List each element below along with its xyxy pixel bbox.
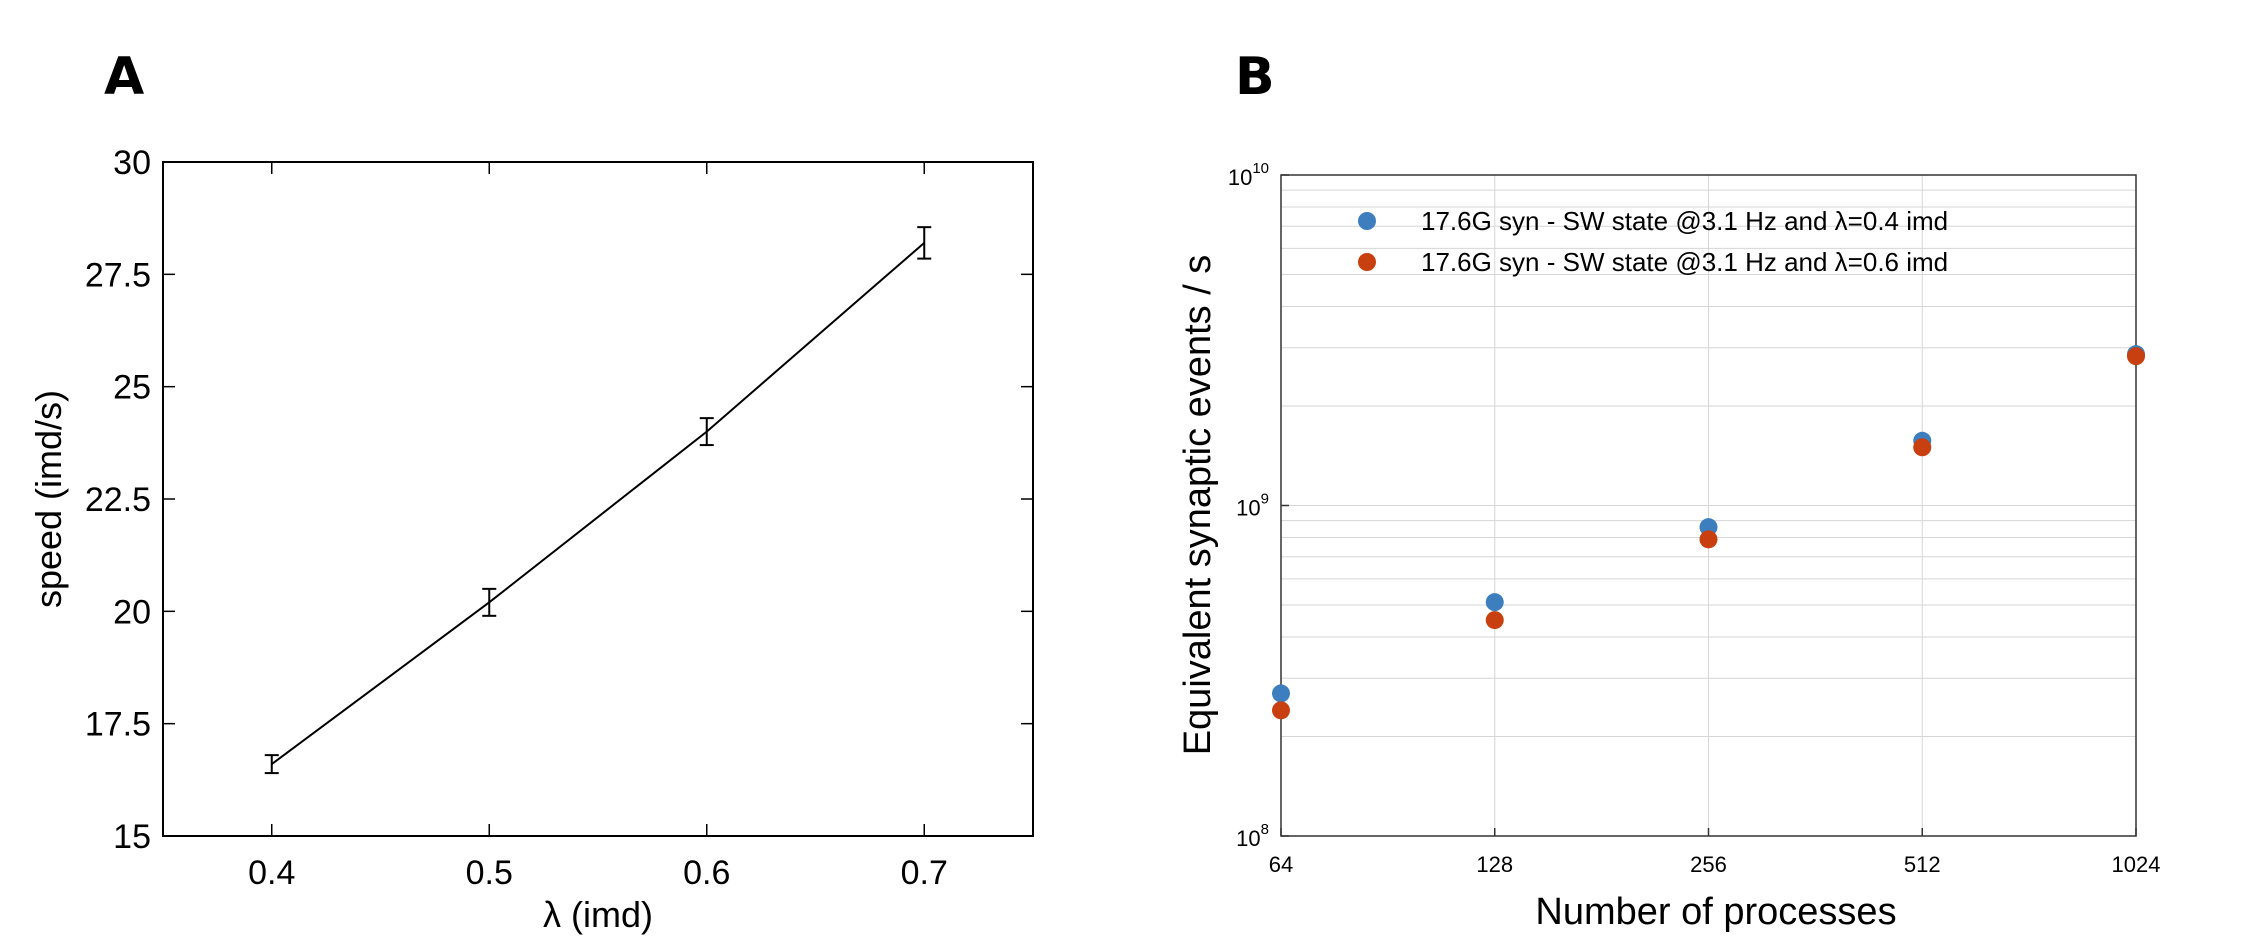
chart-a-frame [162, 161, 1034, 837]
chart-b-point-series-1 [1485, 593, 1504, 612]
chart-a-error-bar [699, 417, 714, 447]
chart-b-y-ticks: 108 109 1010 [1228, 160, 1289, 851]
chart-a-y-label: speed (imd/s) [28, 390, 69, 608]
chart-b-legend-label: 17.6G syn - SW state @3.1 Hz and λ=0.6 i… [1421, 247, 1948, 277]
chart-b-x-ticks: 64 128 256 512 1024 [1269, 828, 2161, 877]
chart-b-x-label: Number of processes [1535, 891, 1896, 933]
chart-a-x-tick-label: 0.6 [683, 854, 730, 892]
chart-b: 64 128 256 512 1024 108 109 1010 17.6G syn - S… [1177, 160, 2160, 933]
chart-b-series [1272, 345, 2145, 720]
chart-b-legend: 17.6G syn - SW state @3.1 Hz and λ=0.4 i… [1358, 206, 1948, 277]
chart-a-y-tick-label: 30 [113, 144, 151, 182]
chart-b-x-tick-label: 128 [1476, 852, 1513, 877]
chart-b-legend-label: 17.6G syn - SW state @3.1 Hz and λ=0.4 i… [1421, 206, 1948, 236]
chart-b-x-tick-label: 1024 [2112, 852, 2161, 877]
chart-a-y-tick-label: 15 [113, 818, 151, 856]
chart-a-line [271, 242, 925, 765]
chart-b-x-tick-label: 256 [1690, 852, 1727, 877]
chart-a-x-tick-label: 0.5 [466, 854, 513, 892]
chart-a-y-tick-label: 20 [113, 593, 151, 631]
chart-b-point-series-2 [1272, 701, 1290, 720]
chart-a: 0.4 0.5 0.6 0.7 15 17.5 20 22.5 25 27.5 30 λ (imd… [28, 144, 1034, 935]
chart-b-point-series-2 [2127, 347, 2145, 366]
chart-b-y-tick-label: 1010 [1228, 160, 1269, 190]
chart-b-point-series-1 [1272, 684, 1290, 703]
chart-a-x-tick-label: 0.7 [901, 854, 948, 892]
chart-a-x-label: λ (imd) [543, 894, 653, 935]
chart-b-legend-marker [1358, 212, 1376, 230]
chart-b-y-tick-label: 108 [1236, 821, 1269, 851]
chart-b-legend-marker [1358, 253, 1376, 271]
chart-b-y-label: Equivalent synaptic events / s [1177, 255, 1219, 756]
chart-a-y-tick-label: 22.5 [85, 481, 151, 519]
chart-a-y-tick-label: 25 [113, 369, 151, 407]
panel-b-label: B [1235, 47, 1275, 107]
chart-b-x-tick-label: 512 [1904, 852, 1941, 877]
chart-a-x-tick-label: 0.4 [248, 854, 295, 892]
chart-a-series [264, 226, 932, 775]
chart-a-error-bar [917, 226, 932, 260]
panel-a-label: A [104, 47, 144, 107]
chart-a-y-tick-label: 27.5 [85, 256, 151, 294]
chart-a-y-ticks: 15 17.5 20 22.5 25 27.5 30 [85, 144, 1033, 856]
chart-a-x-ticks: 0.4 0.5 0.6 0.7 [248, 162, 948, 892]
chart-a-error-bar [264, 754, 279, 775]
chart-b-x-tick-label: 64 [1269, 852, 1293, 877]
chart-b-point-series-2 [1485, 611, 1504, 630]
chart-b-y-tick-label: 109 [1236, 491, 1269, 521]
chart-a-y-tick-label: 17.5 [85, 706, 151, 744]
chart-b-point-series-2 [1913, 438, 1932, 457]
chart-a-error-bar [482, 587, 497, 617]
chart-b-point-series-2 [1699, 530, 1718, 549]
